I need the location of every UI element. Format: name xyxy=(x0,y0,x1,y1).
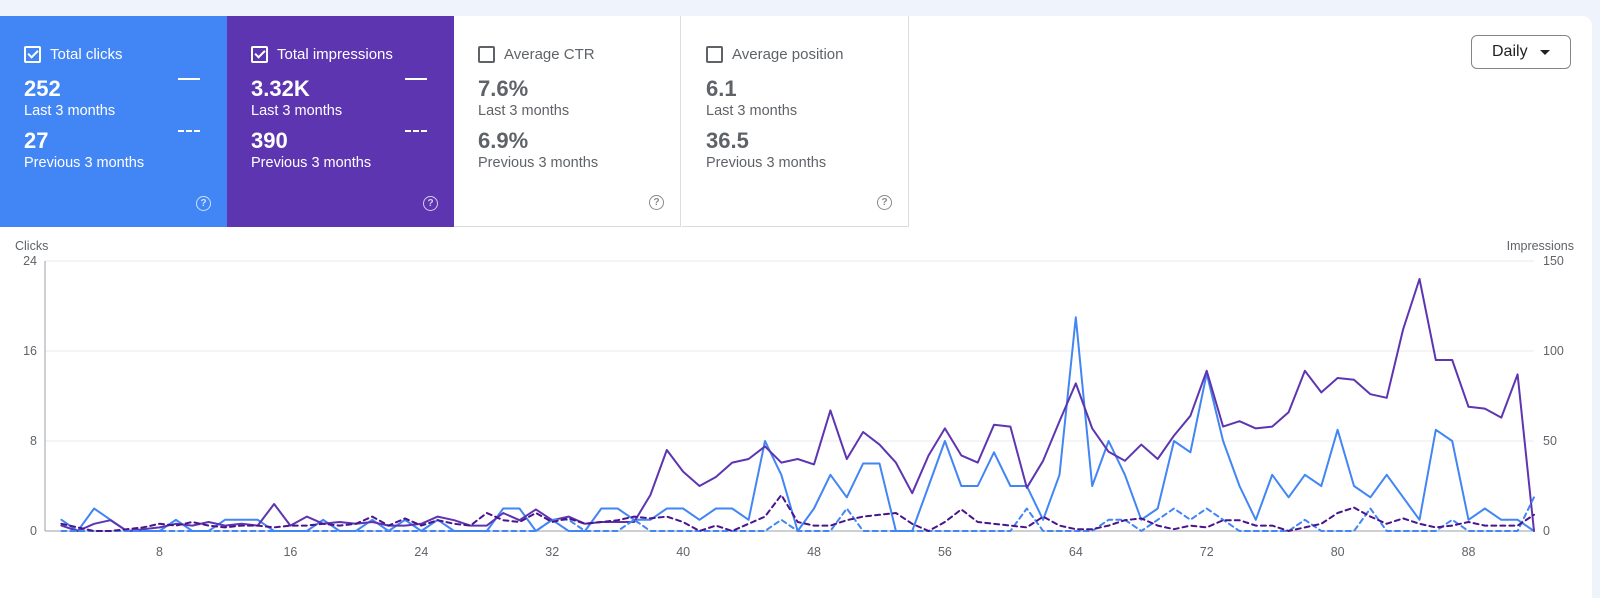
y-right-axis: 0 50 100 150 xyxy=(1543,254,1564,538)
legend-solid-line-icon xyxy=(405,78,427,80)
metric-prev-value: 390 xyxy=(251,128,288,153)
help-circle-icon[interactable]: ? xyxy=(423,196,438,211)
x-tick-label: 56 xyxy=(938,545,952,559)
help-circle-icon[interactable]: ? xyxy=(649,195,664,210)
metric-card-total-clicks[interactable]: Total clicks 252 Last 3 months 27 Previo… xyxy=(0,16,227,227)
help-circle-icon[interactable]: ? xyxy=(196,196,211,211)
metric-prev-period: Previous 3 months xyxy=(706,155,827,171)
x-tick-label: 24 xyxy=(414,545,428,559)
y-left-axis: 0 8 16 24 xyxy=(23,254,37,538)
y-right-axis-title: Impressions xyxy=(1507,239,1574,253)
metric-prev-value: 27 xyxy=(24,128,49,153)
series-line-2 xyxy=(60,496,1535,532)
x-tick-label: 88 xyxy=(1462,545,1476,559)
metric-period: Last 3 months xyxy=(706,103,798,119)
y-right-tick-label: 100 xyxy=(1543,344,1564,358)
y-right-tick-label: 150 xyxy=(1543,254,1564,268)
legend-dashed-line-icon xyxy=(405,130,427,132)
metric-value: 252 xyxy=(24,76,61,101)
metric-period: Last 3 months xyxy=(478,103,570,119)
y-left-tick-label: 0 xyxy=(30,524,37,538)
x-tick-label: 40 xyxy=(676,545,690,559)
performance-chart: Clicks Impressions 0 8 16 24 0 50 100 150 8 16 2… xyxy=(15,239,1574,559)
metric-value: 7.6% xyxy=(478,76,529,101)
metric-card-average-ctr[interactable]: Average CTR 7.6% Last 3 months 6.9% Prev… xyxy=(454,16,681,227)
y-right-tick-label: 50 xyxy=(1543,434,1557,448)
metric-prev-period: Previous 3 months xyxy=(24,155,145,171)
x-axis: 8 16 24 32 40 48 56 64 72 80 88 xyxy=(156,545,1475,559)
y-right-tick-label: 0 xyxy=(1543,524,1550,538)
checkbox-icon[interactable] xyxy=(478,45,495,63)
checkbox-icon[interactable] xyxy=(251,45,268,63)
metric-prev-value: 6.9% xyxy=(478,128,529,153)
y-left-axis-title: Clicks xyxy=(15,239,48,253)
granularity-selected: Daily xyxy=(1492,43,1528,60)
y-left-tick-label: 16 xyxy=(23,344,37,358)
metric-period: Last 3 months xyxy=(24,103,116,119)
series-line-1 xyxy=(60,278,1535,532)
checkbox-icon[interactable] xyxy=(24,45,41,63)
y-left-tick-label: 24 xyxy=(23,254,37,268)
y-left-tick-label: 8 xyxy=(30,434,37,448)
metric-card-total-impressions[interactable]: Total impressions 3.32K Last 3 months 39… xyxy=(227,16,454,227)
metric-prev-period: Previous 3 months xyxy=(478,155,599,171)
series-line-3 xyxy=(60,494,1535,532)
metric-prev-value: 36.5 xyxy=(706,128,749,153)
legend-dashed-line-icon xyxy=(178,130,200,132)
legend-solid-line-icon xyxy=(178,78,200,80)
metric-card-average-position[interactable]: Average position 6.1 Last 3 months 36.5 … xyxy=(682,16,909,227)
checkbox-icon[interactable] xyxy=(706,45,723,63)
metric-value: 6.1 xyxy=(706,76,737,101)
help-circle-icon[interactable]: ? xyxy=(877,195,892,210)
x-tick-label: 72 xyxy=(1200,545,1214,559)
metric-period: Last 3 months xyxy=(251,103,343,119)
metric-value: 3.32K xyxy=(251,76,310,101)
metric-prev-period: Previous 3 months xyxy=(251,155,372,171)
x-tick-label: 64 xyxy=(1069,545,1083,559)
granularity-dropdown[interactable]: Daily xyxy=(1471,35,1571,69)
x-tick-label: 48 xyxy=(807,545,821,559)
chart-series xyxy=(60,278,1535,532)
metric-label: Average position xyxy=(732,45,844,63)
x-tick-label: 8 xyxy=(156,545,163,559)
caret-down-icon xyxy=(1540,50,1550,55)
performance-card: Total clicks 252 Last 3 months 27 Previo… xyxy=(0,16,1592,598)
metric-label: Total clicks xyxy=(50,45,123,63)
metric-label: Total impressions xyxy=(277,45,393,63)
x-tick-label: 80 xyxy=(1331,545,1345,559)
x-tick-label: 16 xyxy=(283,545,297,559)
metric-label: Average CTR xyxy=(504,45,595,63)
chart-grid xyxy=(44,260,1534,532)
series-line-0 xyxy=(60,316,1535,532)
x-tick-label: 32 xyxy=(545,545,559,559)
